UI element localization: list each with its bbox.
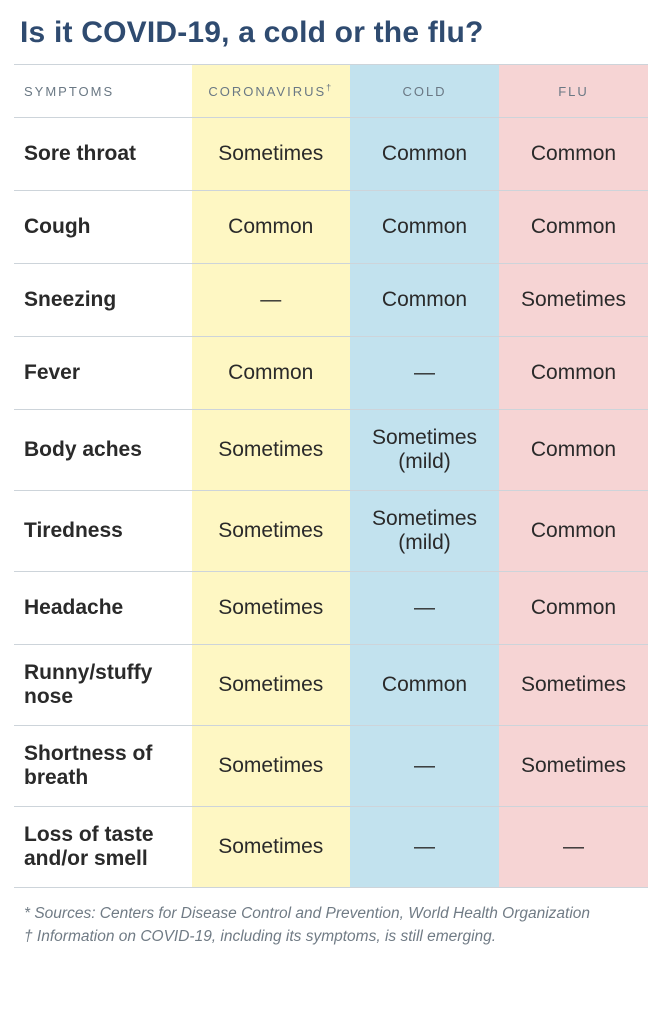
col-header-flu: Flu (499, 65, 648, 117)
table-row: Shortness of breathSometimes—Sometimes (14, 726, 648, 807)
symptom-name: Shortness of breath (14, 726, 192, 806)
value-coronavirus: Sometimes (192, 572, 351, 644)
value-flu: — (499, 807, 648, 887)
value-coronavirus: Sometimes (192, 726, 351, 806)
symptom-name: Body aches (14, 410, 192, 490)
value-cold: — (350, 572, 499, 644)
symptom-name: Loss of taste and/or smell (14, 807, 192, 887)
value-cold: Common (350, 264, 499, 336)
value-cold: Sometimes (mild) (350, 410, 499, 490)
value-coronavirus: Sometimes (192, 491, 351, 571)
table-row: CoughCommonCommonCommon (14, 191, 648, 264)
table-row: Sneezing—CommonSometimes (14, 264, 648, 337)
value-cold: — (350, 726, 499, 806)
value-coronavirus: Sometimes (192, 118, 351, 190)
value-flu: Common (499, 118, 648, 190)
table-row: Loss of taste and/or smellSometimes—— (14, 807, 648, 887)
value-flu: Common (499, 491, 648, 571)
value-coronavirus: Sometimes (192, 645, 351, 725)
value-cold: Common (350, 118, 499, 190)
symptom-name: Cough (14, 191, 192, 263)
table-row: HeadacheSometimes—Common (14, 572, 648, 645)
table-row: Runny/stuffy noseSometimesCommonSometime… (14, 645, 648, 726)
table-row: TirednessSometimesSometimes (mild)Common (14, 491, 648, 572)
value-coronavirus: Sometimes (192, 410, 351, 490)
value-coronavirus: Sometimes (192, 807, 351, 887)
table-body: Sore throatSometimesCommonCommonCoughCom… (14, 118, 648, 887)
symptom-name: Sore throat (14, 118, 192, 190)
value-flu: Common (499, 572, 648, 644)
col-header-cold: Cold (350, 65, 499, 117)
symptom-name: Fever (14, 337, 192, 409)
symptom-name: Tiredness (14, 491, 192, 571)
symptom-name: Sneezing (14, 264, 192, 336)
table-row: FeverCommon—Common (14, 337, 648, 410)
value-coronavirus: Common (192, 337, 351, 409)
footnote-covid: † Information on COVID-19, including its… (24, 925, 640, 948)
symptom-name: Headache (14, 572, 192, 644)
value-coronavirus: — (192, 264, 351, 336)
value-cold: — (350, 337, 499, 409)
value-flu: Sometimes (499, 264, 648, 336)
value-cold: Common (350, 645, 499, 725)
page-title: Is it COVID-19, a cold or the flu? (20, 16, 648, 50)
table-row: Sore throatSometimesCommonCommon (14, 118, 648, 191)
value-flu: Common (499, 191, 648, 263)
symptom-comparison-table: Symptoms Coronavirus† Cold Flu Sore thro… (14, 64, 648, 888)
footnote-sources: * Sources: Centers for Disease Control a… (24, 902, 640, 925)
value-cold: — (350, 807, 499, 887)
symptom-name: Runny/stuffy nose (14, 645, 192, 725)
col-header-coronavirus: Coronavirus† (192, 65, 351, 117)
value-cold: Common (350, 191, 499, 263)
table-header-row: Symptoms Coronavirus† Cold Flu (14, 65, 648, 118)
value-cold: Sometimes (mild) (350, 491, 499, 571)
col-header-symptoms: Symptoms (14, 65, 192, 117)
value-flu: Common (499, 337, 648, 409)
footnotes: * Sources: Centers for Disease Control a… (14, 888, 648, 953)
value-flu: Sometimes (499, 726, 648, 806)
value-flu: Common (499, 410, 648, 490)
table-row: Body achesSometimesSometimes (mild)Commo… (14, 410, 648, 491)
value-coronavirus: Common (192, 191, 351, 263)
value-flu: Sometimes (499, 645, 648, 725)
